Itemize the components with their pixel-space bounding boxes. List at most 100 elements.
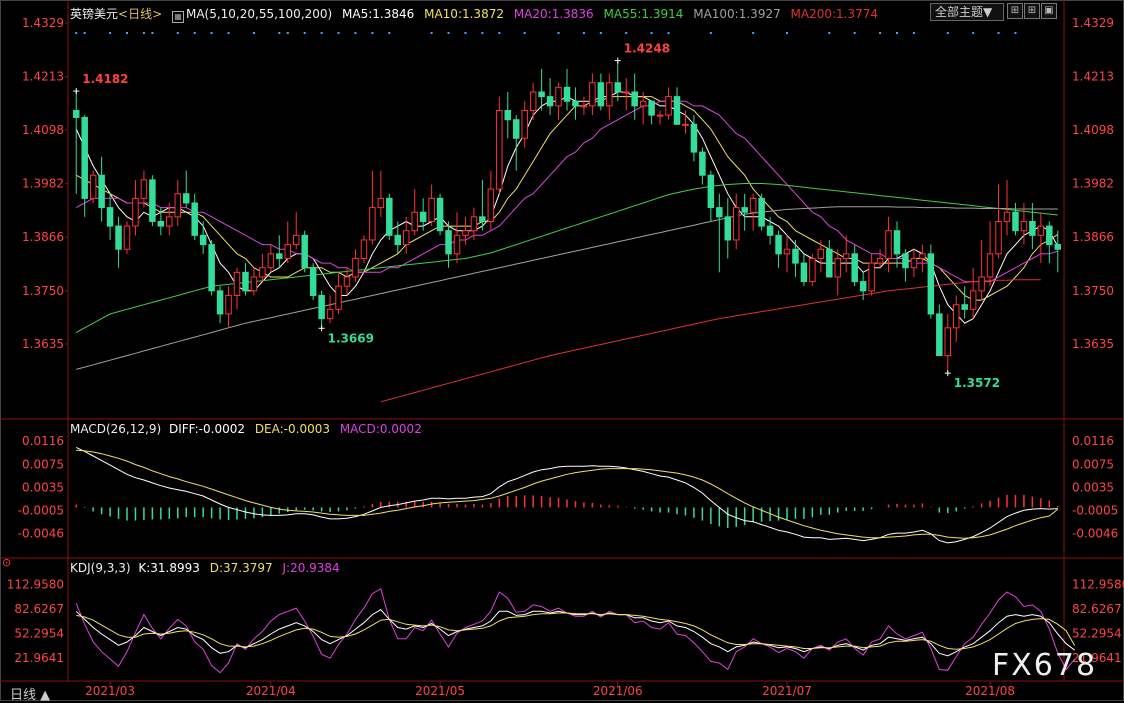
candle-body [893, 230, 901, 255]
macd-lines [75, 446, 1059, 544]
event-dots [75, 32, 1017, 34]
candle-body [859, 281, 867, 292]
event-dot [557, 32, 560, 34]
macd-dea-line [76, 449, 1059, 539]
candle-body [521, 109, 528, 139]
candle-body [386, 197, 393, 236]
event-dot [447, 32, 450, 34]
ma-line-ma10 [75, 96, 1059, 301]
candle-body [199, 234, 207, 246]
candle-body [546, 96, 554, 107]
candle-body [292, 234, 300, 246]
candle-body [826, 248, 833, 278]
candle-body [589, 82, 596, 107]
event-dot [286, 32, 289, 34]
candle [673, 87, 681, 125]
candlestick-series[interactable] [72, 60, 1062, 374]
candle-body [580, 105, 588, 108]
candle-body [885, 230, 892, 259]
period-button[interactable]: 日线 ▲ [10, 688, 51, 703]
candle [859, 272, 867, 301]
kdj-tick-right: 82.6267 [1072, 602, 1122, 616]
restore-icon[interactable]: ▣ [1041, 3, 1057, 19]
candle-body [665, 96, 672, 116]
candle [529, 82, 537, 120]
candle [369, 170, 376, 245]
candle-body [529, 91, 537, 111]
event-dot [896, 32, 898, 34]
moving-average-lines [75, 91, 1059, 403]
date-label: 2021/06 [593, 684, 643, 698]
candle-body [631, 91, 638, 107]
annotation-label: 1.3669 [328, 331, 374, 345]
candle-body [919, 253, 926, 259]
candle-body [927, 253, 935, 315]
macd-tick-right: -0.0046 [1072, 527, 1118, 541]
event-dot [210, 32, 213, 34]
candle-body [716, 207, 723, 218]
candle [462, 216, 469, 245]
crosshair-icon[interactable]: ⊞ [1007, 3, 1023, 19]
event-dot [786, 32, 788, 34]
candle-body [606, 82, 613, 107]
event-dot [667, 32, 670, 34]
candle-body [242, 271, 249, 292]
candle [538, 68, 545, 111]
candle-body [868, 262, 875, 292]
event-dot [582, 32, 585, 34]
candle [758, 193, 765, 231]
candle [436, 193, 444, 236]
candle-body [842, 253, 850, 259]
candle-body [978, 276, 985, 292]
candle-body [318, 294, 325, 320]
candle-body [622, 91, 630, 94]
candle [614, 60, 622, 102]
price-tick-right: 1.3635 [1072, 337, 1114, 351]
event-dot [176, 32, 179, 34]
candle [123, 221, 131, 254]
candle [411, 189, 418, 236]
candle [81, 115, 88, 217]
event-dot [142, 32, 145, 34]
macd-tick-left: -0.0046 [18, 527, 64, 541]
add-panel-icon[interactable]: ⊞ [1024, 3, 1040, 19]
candle-body [182, 193, 190, 204]
candle [1012, 202, 1019, 236]
candle [309, 263, 317, 301]
price-tick-right: 1.3982 [1072, 177, 1114, 191]
event-dot [972, 32, 975, 34]
candle [792, 239, 799, 277]
annotation-label: 1.4248 [624, 42, 670, 56]
theme-dropdown[interactable]: 全部主题▼ [930, 3, 1004, 21]
candle-body [98, 174, 105, 209]
candle [335, 272, 342, 314]
candle-body [851, 253, 858, 283]
event-dot [252, 32, 255, 34]
candle [809, 253, 816, 287]
event-dot [650, 32, 653, 34]
candle [504, 91, 512, 139]
candle-body [191, 202, 198, 236]
candle-body [1037, 225, 1045, 236]
candle-body [259, 267, 266, 278]
candle [191, 193, 198, 240]
event-dot [625, 32, 628, 34]
kdj-tick-right: 52.2954 [1072, 627, 1122, 641]
candle-body [766, 225, 774, 236]
candle-body [699, 151, 706, 176]
candle [106, 193, 114, 240]
event-dot [481, 32, 484, 34]
candle-body [166, 216, 173, 227]
candle [98, 156, 105, 222]
macd-tick-left: 0.0075 [22, 458, 64, 472]
kdj-tick-left: 82.6267 [14, 602, 64, 616]
candle-body [81, 116, 88, 199]
candle-body [250, 276, 258, 292]
candle [352, 249, 359, 282]
candle [149, 175, 156, 227]
candle [301, 230, 308, 273]
candle-body [1046, 225, 1053, 246]
candle [936, 304, 943, 357]
candle-body [72, 109, 80, 118]
